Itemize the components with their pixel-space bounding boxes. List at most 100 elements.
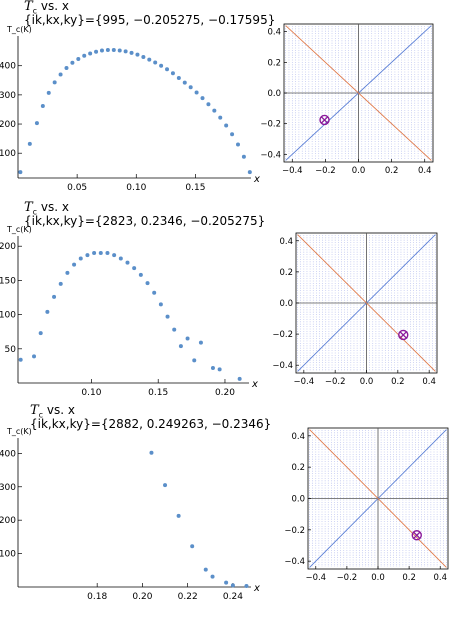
diagonal-anti-1 bbox=[285, 25, 432, 161]
y-tick-label-1-1: 200 bbox=[0, 120, 16, 130]
x-tick-label-3-1: 0.20 bbox=[132, 592, 152, 602]
chart-1-title-rest: vs. x bbox=[37, 0, 69, 13]
x-tick-label-2-2: 0.20 bbox=[215, 388, 235, 398]
data-point-1-20 bbox=[141, 54, 146, 59]
data-point-1-37 bbox=[241, 154, 246, 159]
data-point-3-5 bbox=[210, 574, 215, 579]
k-x-tick-label-1-1: −0.2 bbox=[315, 166, 336, 176]
data-point-1-25 bbox=[170, 71, 175, 76]
data-point-2-11 bbox=[98, 251, 103, 256]
data-point-2-5 bbox=[58, 281, 63, 286]
data-point-1-26 bbox=[176, 75, 181, 80]
data-point-2-26 bbox=[198, 340, 203, 345]
k-y-tick-label-1-2: 0.0 bbox=[267, 89, 281, 99]
chart-1-info: {ik,kx,ky}={995, −0.205275, −0.17595} bbox=[24, 13, 276, 27]
data-point-1-12 bbox=[94, 49, 99, 54]
marker-cross-b bbox=[320, 116, 329, 124]
data-point-1-15 bbox=[111, 47, 116, 52]
data-point-3-3 bbox=[190, 544, 195, 549]
data-point-1-35 bbox=[230, 132, 235, 137]
data-point-3-0 bbox=[149, 450, 154, 455]
data-point-2-3 bbox=[45, 309, 50, 314]
data-point-1-24 bbox=[165, 67, 170, 72]
x-axis-label-3: x bbox=[253, 583, 260, 594]
data-point-1-18 bbox=[129, 50, 134, 55]
data-point-2-14 bbox=[118, 256, 123, 261]
k-y-tick-label-2-0: −0.4 bbox=[272, 361, 293, 371]
y-tick-label-1-2: 300 bbox=[0, 91, 16, 101]
data-point-2-16 bbox=[132, 266, 137, 271]
chart-3-title-main: T bbox=[30, 403, 39, 418]
diagonal-anti-3 bbox=[309, 429, 447, 568]
data-point-2-22 bbox=[172, 327, 177, 332]
data-point-2-27 bbox=[210, 365, 215, 370]
data-point-1-9 bbox=[76, 57, 81, 61]
data-point-3-2 bbox=[176, 513, 181, 518]
k-y-tick-label-3-2: 0.0 bbox=[291, 495, 305, 505]
chart-3-title-rest: vs. x bbox=[43, 403, 75, 417]
data-point-1-33 bbox=[218, 115, 223, 120]
y-tick-label-3-2: 300 bbox=[0, 483, 16, 493]
chart-1-title-main: T bbox=[24, 0, 33, 14]
k-point-marker-1 bbox=[319, 114, 330, 126]
data-point-2-21 bbox=[165, 314, 170, 319]
k-x-tick-label-1-4: 0.4 bbox=[418, 166, 432, 176]
y-tick-label-1-3: 400 bbox=[0, 62, 16, 72]
k-x-tick-label-3-2: 0.0 bbox=[371, 573, 385, 583]
data-point-2-9 bbox=[85, 253, 90, 258]
data-point-1-36 bbox=[235, 142, 240, 147]
data-point-1-19 bbox=[135, 52, 140, 57]
x-tick-label-3-0: 0.18 bbox=[87, 592, 107, 602]
y-tick-label-2-2: 150 bbox=[0, 276, 16, 286]
data-point-2-4 bbox=[52, 294, 57, 299]
k-x-tick-label-3-0: −0.4 bbox=[305, 573, 326, 583]
data-point-1-10 bbox=[82, 53, 87, 58]
data-point-1-29 bbox=[194, 90, 199, 95]
chart-3-info: {ik,kx,ky}={2882, 0.249263, −0.2346} bbox=[30, 417, 272, 431]
data-point-1-30 bbox=[200, 96, 205, 101]
k-y-tick-label-2-4: 0.4 bbox=[279, 237, 293, 247]
y-axis-label-1: T_c(K) bbox=[6, 25, 32, 34]
data-point-1-6 bbox=[58, 72, 63, 77]
k-x-tick-label-1-0: −0.4 bbox=[282, 166, 303, 176]
data-point-1-13 bbox=[99, 48, 104, 53]
data-point-1-23 bbox=[159, 63, 164, 68]
data-point-2-13 bbox=[112, 253, 117, 258]
x-tick-label-1-2: 0.15 bbox=[185, 183, 205, 193]
data-point-2-24 bbox=[185, 336, 190, 341]
data-point-2-17 bbox=[138, 272, 143, 277]
marker-cross-b bbox=[413, 531, 421, 539]
x-tick-label-3-2: 0.22 bbox=[178, 592, 198, 602]
k-y-tick-label-3-1: −0.2 bbox=[284, 526, 305, 536]
data-point-1-3 bbox=[40, 103, 45, 108]
chart-3-title-sub: c bbox=[38, 410, 44, 420]
data-point-1-17 bbox=[123, 49, 128, 54]
marker-cross-b bbox=[399, 331, 407, 339]
data-point-1-2 bbox=[34, 121, 39, 126]
chart-2-title-rest: vs. x bbox=[37, 200, 69, 214]
data-point-1-8 bbox=[70, 60, 75, 65]
data-point-2-28 bbox=[217, 367, 222, 372]
k-point-grid-1 bbox=[285, 26, 432, 160]
chart-2-title-main: T bbox=[24, 200, 33, 215]
data-point-1-34 bbox=[224, 123, 229, 128]
y-tick-label-1-0: 100 bbox=[0, 149, 16, 159]
k-y-tick-label-1-3: 0.2 bbox=[267, 58, 281, 68]
data-point-3-6 bbox=[224, 580, 229, 585]
data-point-2-7 bbox=[72, 262, 77, 267]
k-x-tick-label-1-2: 0.0 bbox=[352, 166, 366, 176]
k-x-tick-label-2-0: −0.4 bbox=[294, 377, 315, 387]
y-tick-label-2-3: 200 bbox=[0, 242, 16, 252]
y-axis-label-3: T_c(K) bbox=[6, 427, 32, 436]
data-point-2-20 bbox=[158, 302, 163, 307]
data-point-2-19 bbox=[152, 290, 157, 295]
data-point-1-22 bbox=[153, 60, 158, 65]
marker-circle bbox=[398, 329, 409, 341]
k-y-tick-label-2-3: 0.2 bbox=[279, 268, 293, 278]
chart-3-title: Tc vs. x bbox=[30, 404, 75, 421]
data-point-1-14 bbox=[105, 47, 110, 52]
